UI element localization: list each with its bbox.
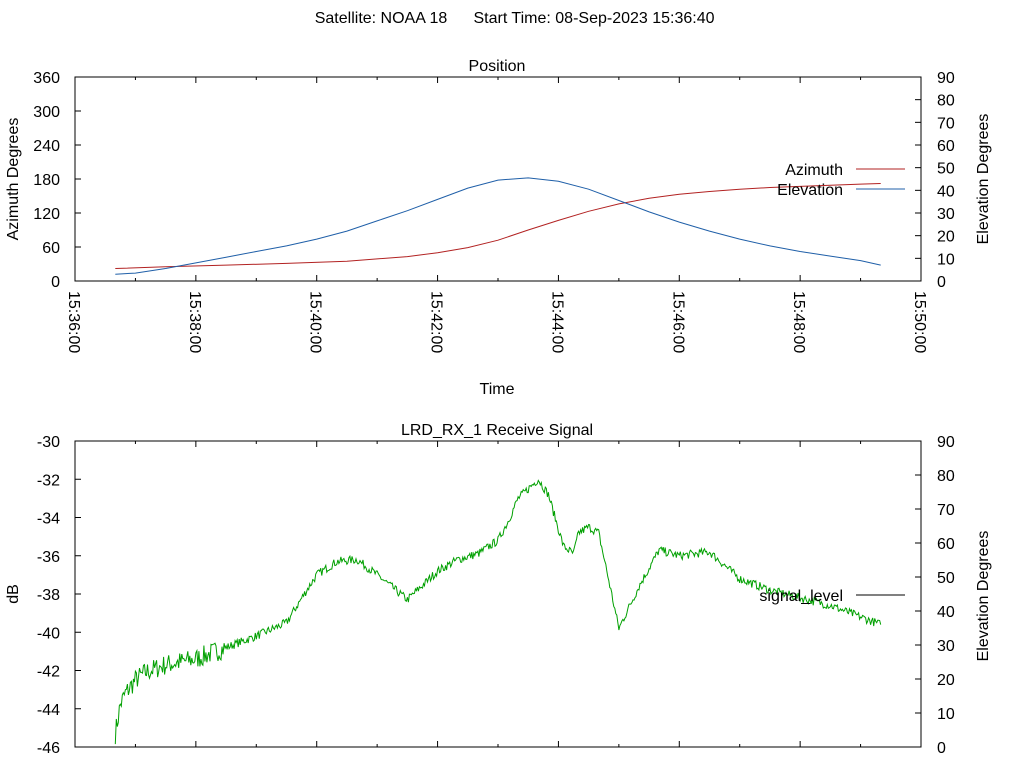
y-tick-label: -40: [37, 625, 60, 642]
y2-tick-label: 90: [937, 70, 955, 87]
x-tick-label: 15:46:00: [669, 291, 686, 353]
x-tick-label: 15:40:00: [307, 291, 324, 353]
y2-tick-label: 70: [937, 115, 955, 132]
figure-satellite-label: Satellite: NOAA 18: [315, 10, 448, 27]
y2-tick-label: 10: [937, 706, 955, 723]
y2-tick-label: 60: [937, 536, 955, 553]
y2-tick-label: 40: [937, 183, 955, 200]
y-tick-label: 240: [33, 138, 60, 155]
y-tick-label: -34: [37, 511, 60, 528]
position-y-axis-label: Azimuth Degrees: [5, 118, 22, 241]
y2-tick-label: 40: [937, 604, 955, 621]
x-tick-label: 15:36:00: [65, 291, 82, 353]
x-tick-label: 15:50:00: [911, 291, 928, 353]
y-tick-label: -36: [37, 549, 60, 566]
y2-tick-label: 70: [937, 502, 955, 519]
y2-tick-label: 80: [937, 468, 955, 485]
y2-tick-label: 30: [937, 638, 955, 655]
y2-tick-label: 90: [937, 434, 955, 451]
y-tick-label: 360: [33, 70, 60, 87]
y-tick-label: 0: [51, 274, 60, 291]
y2-tick-label: 20: [937, 229, 955, 246]
y-tick-label: 120: [33, 206, 60, 223]
x-tick-label: 15:42:00: [428, 291, 445, 353]
series-line-elevation: [115, 177, 881, 275]
position-chart-title: Position: [469, 58, 526, 75]
y-tick-label: -30: [37, 434, 60, 451]
x-tick-label: 15:38:00: [186, 291, 203, 353]
y2-tick-label: 50: [937, 570, 955, 587]
legend-label-elevation: Elevation: [777, 182, 843, 199]
y2-tick-label: 80: [937, 93, 955, 110]
y-tick-label: 180: [33, 172, 60, 189]
y2-tick-label: 60: [937, 138, 955, 155]
y-tick-label: -44: [37, 702, 60, 719]
y-tick-label: -42: [37, 664, 60, 681]
x-tick-label: 15:48:00: [790, 291, 807, 353]
y2-tick-label: 30: [937, 206, 955, 223]
legend-label-azimuth: Azimuth: [785, 162, 843, 179]
x-tick-label: 15:44:00: [548, 291, 565, 353]
y2-tick-label: 0: [937, 274, 946, 291]
y-tick-label: 300: [33, 104, 60, 121]
position-y2-axis-label: Elevation Degrees: [975, 114, 992, 245]
signal-y2-axis-label: Elevation Degrees: [975, 531, 992, 662]
y-tick-label: 60: [42, 240, 60, 257]
signal-y-axis-label: dB: [5, 584, 22, 604]
series-line-signal-level: [114, 479, 882, 745]
y2-tick-label: 20: [937, 672, 955, 689]
signal-chart: LRD_RX_1 Receive Signal dB Elevation Deg…: [5, 422, 992, 757]
y2-tick-label: 0: [937, 740, 946, 757]
figure-start-time-label: Start Time: 08-Sep-2023 15:36:40: [473, 10, 714, 27]
position-x-axis-label: Time: [480, 381, 515, 398]
legend-label-signal-level: signal_level: [759, 588, 843, 605]
y2-tick-label: 10: [937, 251, 955, 268]
y-tick-label: -46: [37, 740, 60, 757]
series-line-azimuth: [115, 183, 881, 269]
y-tick-label: -38: [37, 587, 60, 604]
y2-tick-label: 50: [937, 161, 955, 178]
y-tick-label: -32: [37, 472, 60, 489]
signal-chart-title: LRD_RX_1 Receive Signal: [401, 422, 593, 439]
position-chart: Position Azimuth Degrees Elevation Degre…: [5, 58, 992, 398]
